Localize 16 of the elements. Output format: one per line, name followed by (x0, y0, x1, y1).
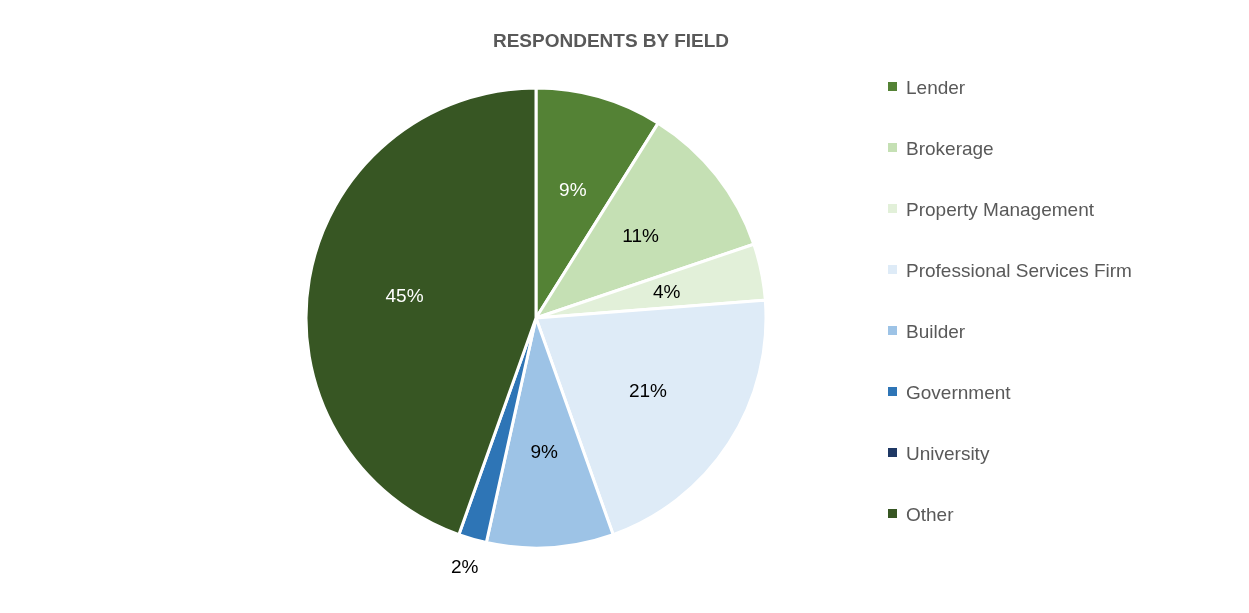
legend-label: Professional Services Firm (906, 259, 1132, 281)
chart-title: RESPONDENTS BY FIELD (492, 30, 730, 51)
data-label: 45% (385, 284, 424, 306)
legend-label: Other (906, 503, 955, 525)
data-label: 9% (530, 440, 559, 462)
legend-label: Brokerage (906, 137, 994, 159)
data-label: 4% (652, 280, 681, 302)
data-label: 9% (559, 179, 587, 201)
legend-label: Government (906, 381, 1012, 403)
legend-label: Builder (906, 320, 966, 342)
legend-label: University (906, 442, 990, 464)
data-label: 21% (628, 380, 668, 402)
legend-label: Property Management (906, 198, 1095, 220)
data-label: 2% (450, 555, 479, 577)
legend-label: Lender (906, 76, 966, 98)
data-label: 11% (622, 224, 660, 246)
